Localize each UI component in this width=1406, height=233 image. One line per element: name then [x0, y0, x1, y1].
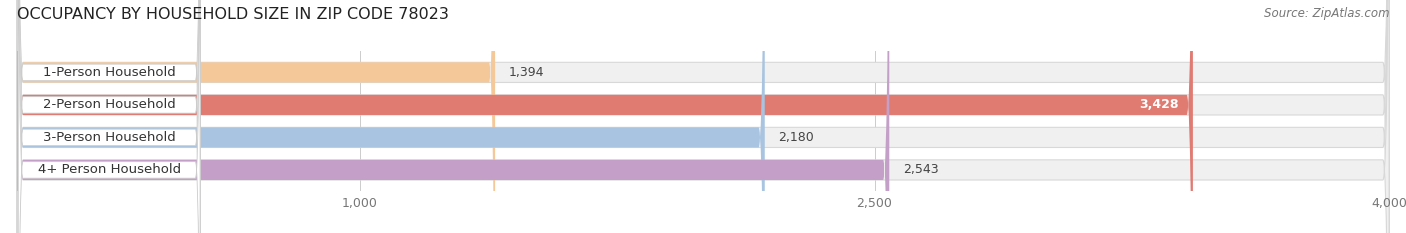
- Text: 3-Person Household: 3-Person Household: [42, 131, 176, 144]
- FancyBboxPatch shape: [18, 0, 200, 233]
- FancyBboxPatch shape: [17, 0, 1389, 233]
- FancyBboxPatch shape: [17, 0, 1389, 233]
- Text: 2,180: 2,180: [779, 131, 814, 144]
- Text: 3,428: 3,428: [1140, 98, 1180, 111]
- Text: 1,394: 1,394: [509, 66, 544, 79]
- Text: Source: ZipAtlas.com: Source: ZipAtlas.com: [1264, 7, 1389, 20]
- Text: 1-Person Household: 1-Person Household: [42, 66, 176, 79]
- Text: 4+ Person Household: 4+ Person Household: [38, 163, 181, 176]
- Text: 2-Person Household: 2-Person Household: [42, 98, 176, 111]
- FancyBboxPatch shape: [17, 0, 1192, 233]
- FancyBboxPatch shape: [17, 0, 889, 233]
- FancyBboxPatch shape: [17, 0, 1389, 233]
- FancyBboxPatch shape: [17, 0, 495, 233]
- FancyBboxPatch shape: [17, 0, 1389, 233]
- FancyBboxPatch shape: [18, 0, 200, 233]
- FancyBboxPatch shape: [18, 0, 200, 233]
- FancyBboxPatch shape: [17, 0, 765, 233]
- FancyBboxPatch shape: [18, 0, 200, 233]
- Text: 2,543: 2,543: [903, 163, 939, 176]
- Text: OCCUPANCY BY HOUSEHOLD SIZE IN ZIP CODE 78023: OCCUPANCY BY HOUSEHOLD SIZE IN ZIP CODE …: [17, 7, 449, 22]
